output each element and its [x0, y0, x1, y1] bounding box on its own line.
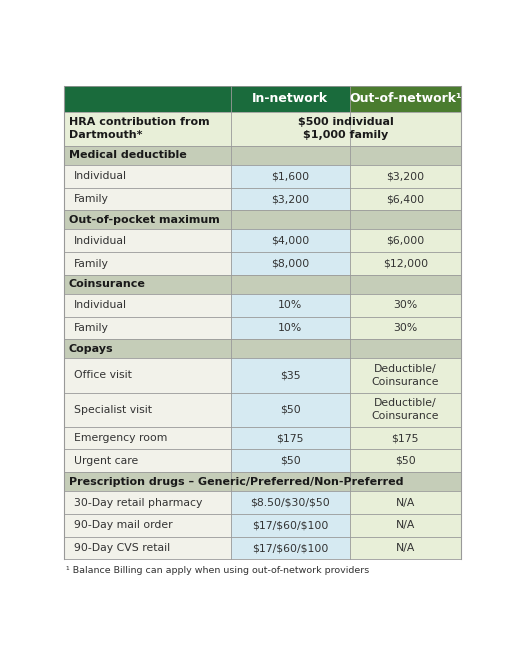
Text: Copays: Copays — [69, 344, 113, 354]
Text: Deductible/
Coinsurance: Deductible/ Coinsurance — [372, 364, 439, 387]
Text: Out-of-network¹: Out-of-network¹ — [349, 92, 461, 105]
Text: Individual: Individual — [74, 300, 127, 310]
Text: Prescription drugs – Generic/Preferred/Non-Preferred: Prescription drugs – Generic/Preferred/N… — [69, 477, 403, 487]
Bar — [350, 188, 461, 210]
Text: Family: Family — [74, 323, 109, 333]
Bar — [230, 188, 350, 210]
Bar — [350, 536, 461, 560]
Text: $8,000: $8,000 — [271, 259, 309, 269]
Text: Individual: Individual — [74, 171, 127, 181]
Text: $17/$60/$100: $17/$60/$100 — [252, 543, 328, 553]
Text: $50: $50 — [280, 455, 301, 466]
Bar — [64, 472, 461, 491]
Bar — [350, 294, 461, 317]
Bar — [64, 359, 230, 392]
Bar — [64, 294, 230, 317]
Text: N/A: N/A — [396, 497, 415, 508]
Bar — [64, 275, 461, 294]
Bar — [64, 146, 461, 165]
Text: $6,000: $6,000 — [386, 236, 424, 246]
Text: $12,000: $12,000 — [382, 259, 428, 269]
Text: $35: $35 — [280, 371, 301, 381]
Bar — [64, 450, 230, 472]
Text: $6,400: $6,400 — [386, 194, 424, 204]
Bar — [230, 317, 350, 339]
Bar — [350, 450, 461, 472]
Text: $50: $50 — [280, 404, 301, 414]
Text: Out-of-pocket maximum: Out-of-pocket maximum — [69, 215, 220, 225]
Text: Office visit: Office visit — [74, 371, 132, 381]
Bar — [64, 229, 230, 252]
Text: Urgent care: Urgent care — [74, 455, 138, 466]
Text: N/A: N/A — [396, 543, 415, 553]
Text: HRA contribution from
Dartmouth*: HRA contribution from Dartmouth* — [69, 117, 209, 141]
Bar — [350, 252, 461, 275]
Text: $1,600: $1,600 — [271, 171, 309, 181]
Text: 90-Day CVS retail: 90-Day CVS retail — [74, 543, 170, 553]
Text: 30-Day retail pharmacy: 30-Day retail pharmacy — [74, 497, 202, 508]
Bar — [350, 392, 461, 427]
Bar — [350, 427, 461, 450]
Bar — [230, 392, 350, 427]
Text: N/A: N/A — [396, 520, 415, 530]
Bar — [230, 359, 350, 392]
Bar — [350, 491, 461, 514]
Text: $17/$60/$100: $17/$60/$100 — [252, 520, 328, 530]
Bar — [350, 514, 461, 536]
Bar — [230, 229, 350, 252]
Text: 10%: 10% — [278, 323, 302, 333]
Text: 30%: 30% — [393, 323, 417, 333]
Text: 90-Day mail order: 90-Day mail order — [74, 520, 173, 530]
Text: $500 individual
$1,000 family: $500 individual $1,000 family — [298, 117, 394, 141]
Bar — [350, 359, 461, 392]
Bar — [64, 491, 230, 514]
Bar — [230, 252, 350, 275]
Bar — [64, 536, 230, 560]
Bar — [64, 427, 230, 450]
Text: $50: $50 — [395, 455, 416, 466]
Text: Deductible/
Coinsurance: Deductible/ Coinsurance — [372, 398, 439, 421]
Bar — [230, 491, 350, 514]
Bar — [64, 210, 461, 229]
Bar — [64, 188, 230, 210]
Bar — [350, 317, 461, 339]
Text: Medical deductible: Medical deductible — [69, 151, 186, 160]
Text: $3,200: $3,200 — [386, 171, 424, 181]
Bar — [64, 252, 230, 275]
Bar — [350, 229, 461, 252]
Text: $8.50/$30/$50: $8.50/$30/$50 — [250, 497, 330, 508]
Bar — [230, 450, 350, 472]
Text: In-network: In-network — [252, 92, 328, 105]
Bar — [64, 86, 230, 112]
Bar — [230, 427, 350, 450]
Text: Coinsurance: Coinsurance — [69, 279, 145, 289]
Bar — [230, 86, 350, 112]
Bar — [64, 392, 230, 427]
Text: 30%: 30% — [393, 300, 417, 310]
Text: Individual: Individual — [74, 236, 127, 246]
Text: Emergency room: Emergency room — [74, 433, 167, 443]
Text: ¹ Balance Billing can apply when using out-of-network providers: ¹ Balance Billing can apply when using o… — [66, 566, 369, 575]
Text: $3,200: $3,200 — [271, 194, 309, 204]
Bar — [64, 339, 461, 359]
Bar — [350, 165, 461, 188]
Bar — [64, 514, 230, 536]
Text: Specialist visit: Specialist visit — [74, 404, 152, 414]
Text: $175: $175 — [392, 433, 419, 443]
Bar — [350, 86, 461, 112]
Bar — [230, 294, 350, 317]
Bar — [230, 536, 350, 560]
Bar — [64, 317, 230, 339]
Bar — [64, 112, 230, 146]
Bar — [230, 165, 350, 188]
Bar — [230, 112, 461, 146]
Text: Family: Family — [74, 259, 109, 269]
Text: Family: Family — [74, 194, 109, 204]
Text: $4,000: $4,000 — [271, 236, 309, 246]
Bar — [230, 514, 350, 536]
Text: $175: $175 — [276, 433, 304, 443]
Bar — [64, 165, 230, 188]
Text: 10%: 10% — [278, 300, 302, 310]
